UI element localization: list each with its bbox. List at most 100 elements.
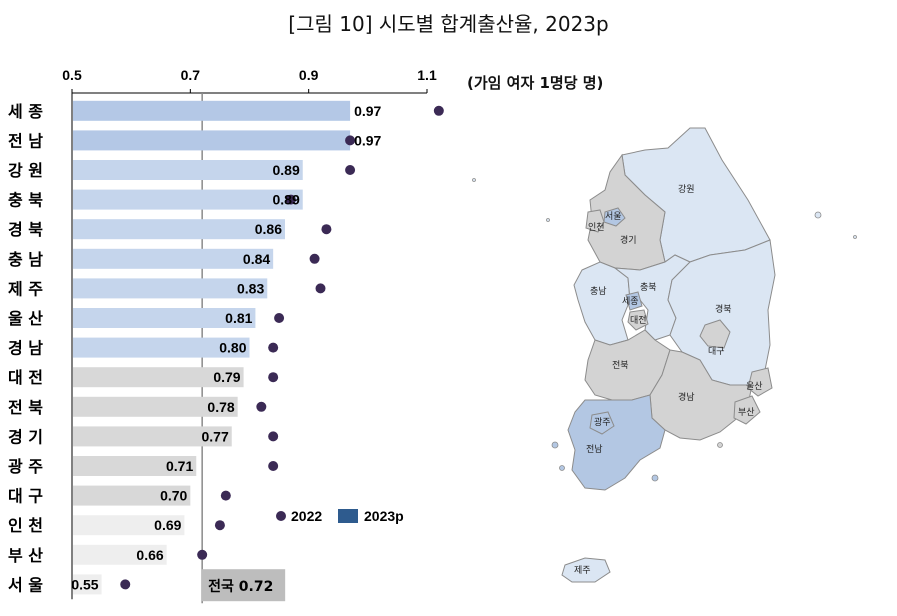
- data-label: 0.70: [160, 488, 187, 504]
- dot-2022: [268, 461, 279, 471]
- bar-chart: 0.5 0.7 0.9 1.1 세 종 0.97 전 남 0.97 강 원 0.89 충 북 0.8…: [8, 67, 444, 604]
- map-label-sejong: 세종: [622, 296, 639, 307]
- x-tick-label: 1.1: [417, 67, 437, 83]
- category-label: 서 울: [8, 575, 43, 594]
- dot-2022: [433, 105, 444, 116]
- dot-2022: [120, 579, 131, 590]
- data-label: 0.89: [273, 192, 300, 208]
- legend-label-2023p: 2023p: [364, 508, 404, 524]
- map-label-daejeon: 대전: [630, 315, 647, 326]
- map-label-jeju: 제주: [574, 565, 591, 576]
- dot-2022: [345, 135, 356, 146]
- map-label-gwangju: 광주: [594, 416, 611, 428]
- bar-2023p: [73, 485, 191, 506]
- category-label: 부 산: [8, 546, 43, 565]
- category-label: 경 기: [8, 427, 43, 446]
- legend-marker-2022: [276, 511, 286, 521]
- category-label: 광 주: [8, 457, 43, 476]
- map-label-chungbuk: 충북: [640, 282, 657, 293]
- dot-2022: [268, 372, 279, 383]
- x-tick-label: 0.5: [62, 67, 82, 83]
- bar-2023p: [73, 456, 197, 476]
- dot-2022: [309, 253, 320, 264]
- reference-label: 전국 0.72: [208, 578, 273, 595]
- category-label: 충 북: [8, 191, 43, 210]
- data-label: 0.81: [225, 310, 252, 326]
- map-island: [814, 211, 822, 219]
- category-label: 울 산: [8, 309, 43, 328]
- dot-2022: [220, 490, 231, 501]
- map-region-gwangju: [589, 411, 615, 435]
- chart-title: [그림 10] 시도별 합계출산율, 2023p: [288, 12, 609, 36]
- map-region-sejong: [625, 291, 643, 311]
- dot-2022: [197, 549, 208, 560]
- category-label: 세 종: [8, 102, 43, 121]
- map-region-jeonnam: [567, 394, 666, 491]
- bar-2023p: [73, 544, 167, 565]
- map-region-jeju: [561, 557, 611, 583]
- reference-box: [201, 569, 286, 602]
- dot-2022: [256, 401, 267, 412]
- data-label: 0.78: [207, 399, 234, 415]
- dot-2022: [214, 520, 225, 531]
- dot-2022: [274, 313, 285, 323]
- data-label: 0.83: [237, 280, 264, 296]
- data-label: 0.86: [255, 221, 282, 237]
- bar-2023p: [73, 574, 102, 595]
- data-label: 0.84: [243, 251, 270, 267]
- map-region-seoul: [603, 207, 626, 227]
- dot-2022: [345, 165, 356, 175]
- map-label-jeonnam: 전남: [586, 444, 603, 455]
- map-label-chungnam: 충남: [590, 286, 607, 297]
- map-label-incheon: 인천: [588, 222, 605, 233]
- bar-2023p: [73, 308, 256, 328]
- map-island: [472, 178, 476, 182]
- dot-2022: [268, 431, 279, 442]
- bar-2023p: [73, 248, 274, 269]
- map-region-daegu: [699, 319, 731, 349]
- bar-2023p: [73, 130, 351, 151]
- bar-2023p: [73, 396, 238, 417]
- data-label: 0.69: [154, 517, 181, 533]
- bar-2023p: [73, 426, 232, 447]
- data-label: 0.89: [273, 162, 300, 178]
- dot-2022: [321, 224, 332, 235]
- x-tick-label: 0.7: [181, 67, 201, 83]
- data-label: 0.66: [136, 547, 163, 563]
- data-label: 0.97: [354, 132, 381, 148]
- unit-label: (가임 여자 1명당 명): [467, 74, 604, 92]
- data-label: 0.71: [166, 458, 193, 474]
- data-label: 0.55: [71, 576, 98, 592]
- legend-marker-2023p: [338, 509, 358, 523]
- category-label: 강 원: [8, 161, 43, 180]
- bar-2023p: [73, 219, 285, 240]
- legend-label-2022: 2022: [291, 508, 322, 524]
- data-label: 0.77: [202, 428, 229, 444]
- category-label: 인 천: [8, 516, 43, 535]
- map-island: [559, 465, 565, 471]
- category-label: 대 전: [8, 368, 43, 387]
- map-island: [651, 474, 659, 482]
- dot-2022: [268, 342, 279, 353]
- bar-2023p: [73, 278, 268, 299]
- category-label: 충 남: [8, 250, 43, 269]
- map-label-jeonbuk: 전북: [612, 360, 629, 371]
- map-label-gyeonggi: 경기: [620, 234, 637, 246]
- map-region-daejeon: [627, 309, 649, 331]
- bar-2023p: [73, 189, 303, 210]
- data-label: 0.97: [354, 103, 381, 119]
- category-label: 경 북: [8, 220, 43, 239]
- category-label: 제 주: [8, 279, 43, 298]
- map-island: [546, 218, 550, 222]
- map-label-busan: 부산: [738, 407, 755, 418]
- bar-2023p: [73, 337, 250, 358]
- bar-2023p: [73, 515, 185, 536]
- map-label-daegu: 대구: [708, 346, 725, 357]
- data-label: 0.80: [219, 340, 246, 356]
- data-label: 0.79: [213, 369, 240, 385]
- map-label-gyeongbuk: 경북: [715, 303, 732, 315]
- map-label-ulsan: 울산: [746, 381, 763, 392]
- map-island: [853, 235, 857, 239]
- bar-2023p: [73, 160, 303, 180]
